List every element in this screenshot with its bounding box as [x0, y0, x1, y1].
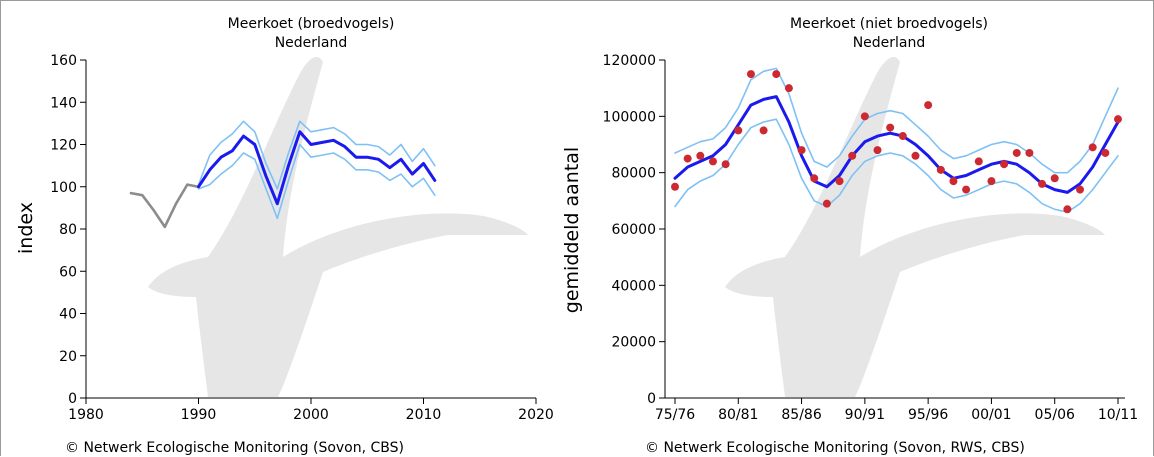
x-tick-label: 2010 — [406, 407, 442, 423]
series-line — [674, 118, 1119, 213]
data-point — [759, 126, 768, 135]
data-point — [1101, 148, 1110, 157]
data-point — [1076, 185, 1085, 194]
chart-right-ylabel: gemiddeld aantal — [561, 147, 583, 313]
chart-left-title: Meerkoet (broedvogels) — [228, 16, 395, 32]
y-tick-label: 160 — [50, 53, 77, 69]
data-point — [835, 177, 844, 186]
series-line — [197, 120, 436, 190]
data-point — [848, 151, 857, 160]
x-tick-label: 95/96 — [908, 407, 948, 423]
chart-left: Meerkoet (broedvogels) Nederland 0 20 40 60… — [15, 16, 554, 456]
x-tick-label: 75/76 — [655, 407, 695, 423]
chart-right-title: Meerkoet (niet broedvogels) — [790, 16, 988, 32]
data-point — [1063, 205, 1072, 214]
y-tick-label: 40000 — [611, 278, 656, 294]
data-point — [873, 146, 882, 155]
chart-left-ylabel: index — [15, 202, 37, 254]
y-tick-label: 140 — [50, 95, 77, 111]
y-tick-label: 20000 — [611, 335, 656, 351]
series-line — [674, 67, 1119, 174]
y-tick-label: 0 — [68, 391, 77, 407]
series-line — [129, 183, 200, 229]
x-tick-label: 1990 — [181, 407, 217, 423]
data-point — [797, 146, 806, 155]
data-point — [1050, 174, 1059, 183]
y-tick-label: 60000 — [611, 222, 656, 238]
data-point — [949, 177, 958, 186]
chart-right-y-ticks: 0 20000 40000 60000 80000 100000 120000 — [603, 53, 665, 407]
data-point — [860, 112, 869, 121]
data-point — [721, 160, 730, 169]
data-point — [784, 84, 793, 93]
x-tick-label: 00/01 — [971, 407, 1011, 423]
chart-right: Meerkoet (niet broedvogels) Nederland 0 2… — [561, 16, 1138, 456]
y-tick-label: 100 — [50, 180, 77, 196]
data-point — [734, 126, 743, 135]
x-tick-label: 10/11 — [1098, 407, 1138, 423]
data-point — [1038, 179, 1047, 188]
x-tick-label: 90/91 — [845, 407, 885, 423]
data-point — [886, 123, 895, 132]
y-tick-label: 80000 — [611, 166, 656, 182]
chart-right-series — [671, 67, 1122, 214]
chart-left-series — [129, 120, 437, 229]
data-point — [810, 174, 819, 183]
data-point — [924, 101, 933, 110]
data-point — [1000, 160, 1009, 169]
chart-right-subtitle: Nederland — [853, 35, 926, 51]
data-point — [708, 157, 717, 166]
data-point — [772, 70, 781, 79]
y-tick-label: 80 — [59, 222, 77, 238]
x-tick-label: 1980 — [68, 407, 104, 423]
x-tick-label: 2000 — [293, 407, 329, 423]
data-point — [898, 132, 907, 141]
bird-silhouette-left — [148, 57, 528, 397]
data-point — [1088, 143, 1097, 152]
chart-left-footer: © Netwerk Ecologische Monitoring (Sovon,… — [65, 440, 404, 456]
chart-right-x-ticks: 75/76 80/81 85/86 90/91 95/96 00/01 05/06 10/11 — [655, 398, 1138, 423]
y-tick-label: 120 — [50, 138, 77, 154]
series-line — [197, 143, 436, 220]
y-tick-label: 100000 — [603, 109, 656, 125]
series-line — [197, 130, 437, 206]
y-tick-label: 60 — [59, 264, 77, 280]
x-tick-label: 80/81 — [718, 407, 758, 423]
data-point — [1114, 115, 1122, 124]
data-point — [911, 151, 920, 160]
y-tick-label: 20 — [59, 349, 77, 365]
chart-left-x-ticks: 1980 1990 2000 2010 2020 — [68, 398, 554, 423]
chart-left-subtitle: Nederland — [275, 35, 348, 51]
data-point — [936, 165, 945, 174]
chart-left-y-ticks: 0 20 40 60 80 100 120 140 160 — [50, 53, 86, 407]
x-tick-label: 85/86 — [781, 407, 821, 423]
y-tick-label: 0 — [647, 391, 656, 407]
data-point — [1025, 148, 1034, 157]
data-point — [671, 182, 679, 191]
x-tick-label: 05/06 — [1035, 407, 1075, 423]
data-point — [1012, 148, 1021, 157]
data-point — [962, 185, 971, 194]
data-point — [696, 151, 705, 160]
data-point — [974, 157, 983, 166]
data-point — [746, 70, 755, 79]
data-point — [822, 199, 831, 208]
y-tick-label: 120000 — [603, 53, 656, 69]
data-point — [683, 154, 692, 163]
y-tick-label: 40 — [59, 307, 77, 323]
data-point — [987, 177, 996, 186]
x-tick-label: 2020 — [518, 407, 554, 423]
chart-right-footer: © Netwerk Ecologische Monitoring (Sovon,… — [645, 440, 1025, 456]
